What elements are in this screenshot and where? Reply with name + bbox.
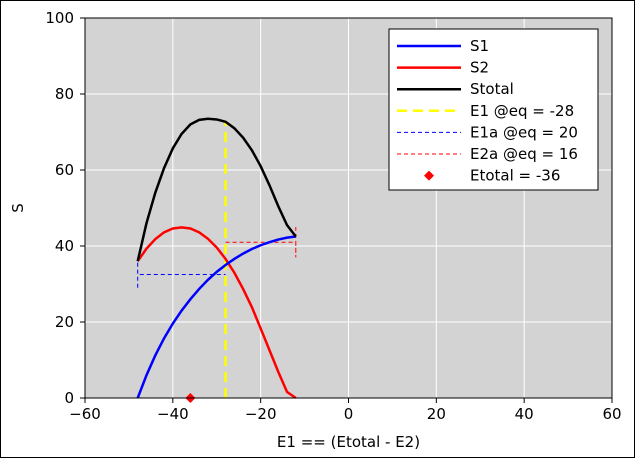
x-tick-label: 40 — [515, 405, 534, 423]
series-s2-line — [136, 226, 297, 400]
y-axis-label: S — [9, 203, 27, 213]
legend: S1 S2 Stotal E1 @eq = -28 E1a @eq = 20 E2a @e… — [388, 28, 599, 191]
legend-box — [388, 28, 599, 191]
series-stotal-line — [136, 117, 297, 262]
series-e2a-eq-16-line — [225, 227, 297, 258]
series-s1-line — [136, 235, 296, 399]
y-tick-label: 100 — [45, 9, 74, 27]
x-axis-label: E1 == (Etotal - E2) — [277, 433, 420, 451]
legend-e1-eq-28-label: E1 @eq = -28 — [470, 102, 574, 120]
ticks: −60 −40 −20 0 20 40 60 0 20 40 60 80 100 — [45, 9, 621, 423]
y-tick-label: 40 — [55, 237, 74, 255]
series-layer — [136, 117, 297, 403]
x-tick-label: 0 — [344, 405, 354, 423]
x-tick-label: −20 — [245, 405, 277, 423]
y-tick-label: 80 — [55, 85, 74, 103]
y-tick-label: 60 — [55, 161, 74, 179]
y-tick-label: 0 — [64, 389, 74, 407]
legend-stotal-label: Stotal — [470, 80, 514, 98]
legend-s2-label: S2 — [470, 59, 489, 77]
y-tick-label: 20 — [55, 313, 74, 331]
legend-etotal-36-swatch — [424, 170, 434, 181]
legend-s1-label: S1 — [470, 37, 489, 55]
x-tick-label: −40 — [157, 405, 189, 423]
legend-e2a-eq-16-label: E2a @eq = 16 — [470, 145, 578, 163]
x-tick-label: 60 — [602, 405, 621, 423]
x-tick-label: −60 — [69, 405, 101, 423]
x-tick-label: 20 — [427, 405, 446, 423]
legend-etotal-36-label: Etotal = -36 — [470, 167, 560, 185]
legend-e1a-eq-20-label: E1a @eq = 20 — [470, 123, 578, 141]
